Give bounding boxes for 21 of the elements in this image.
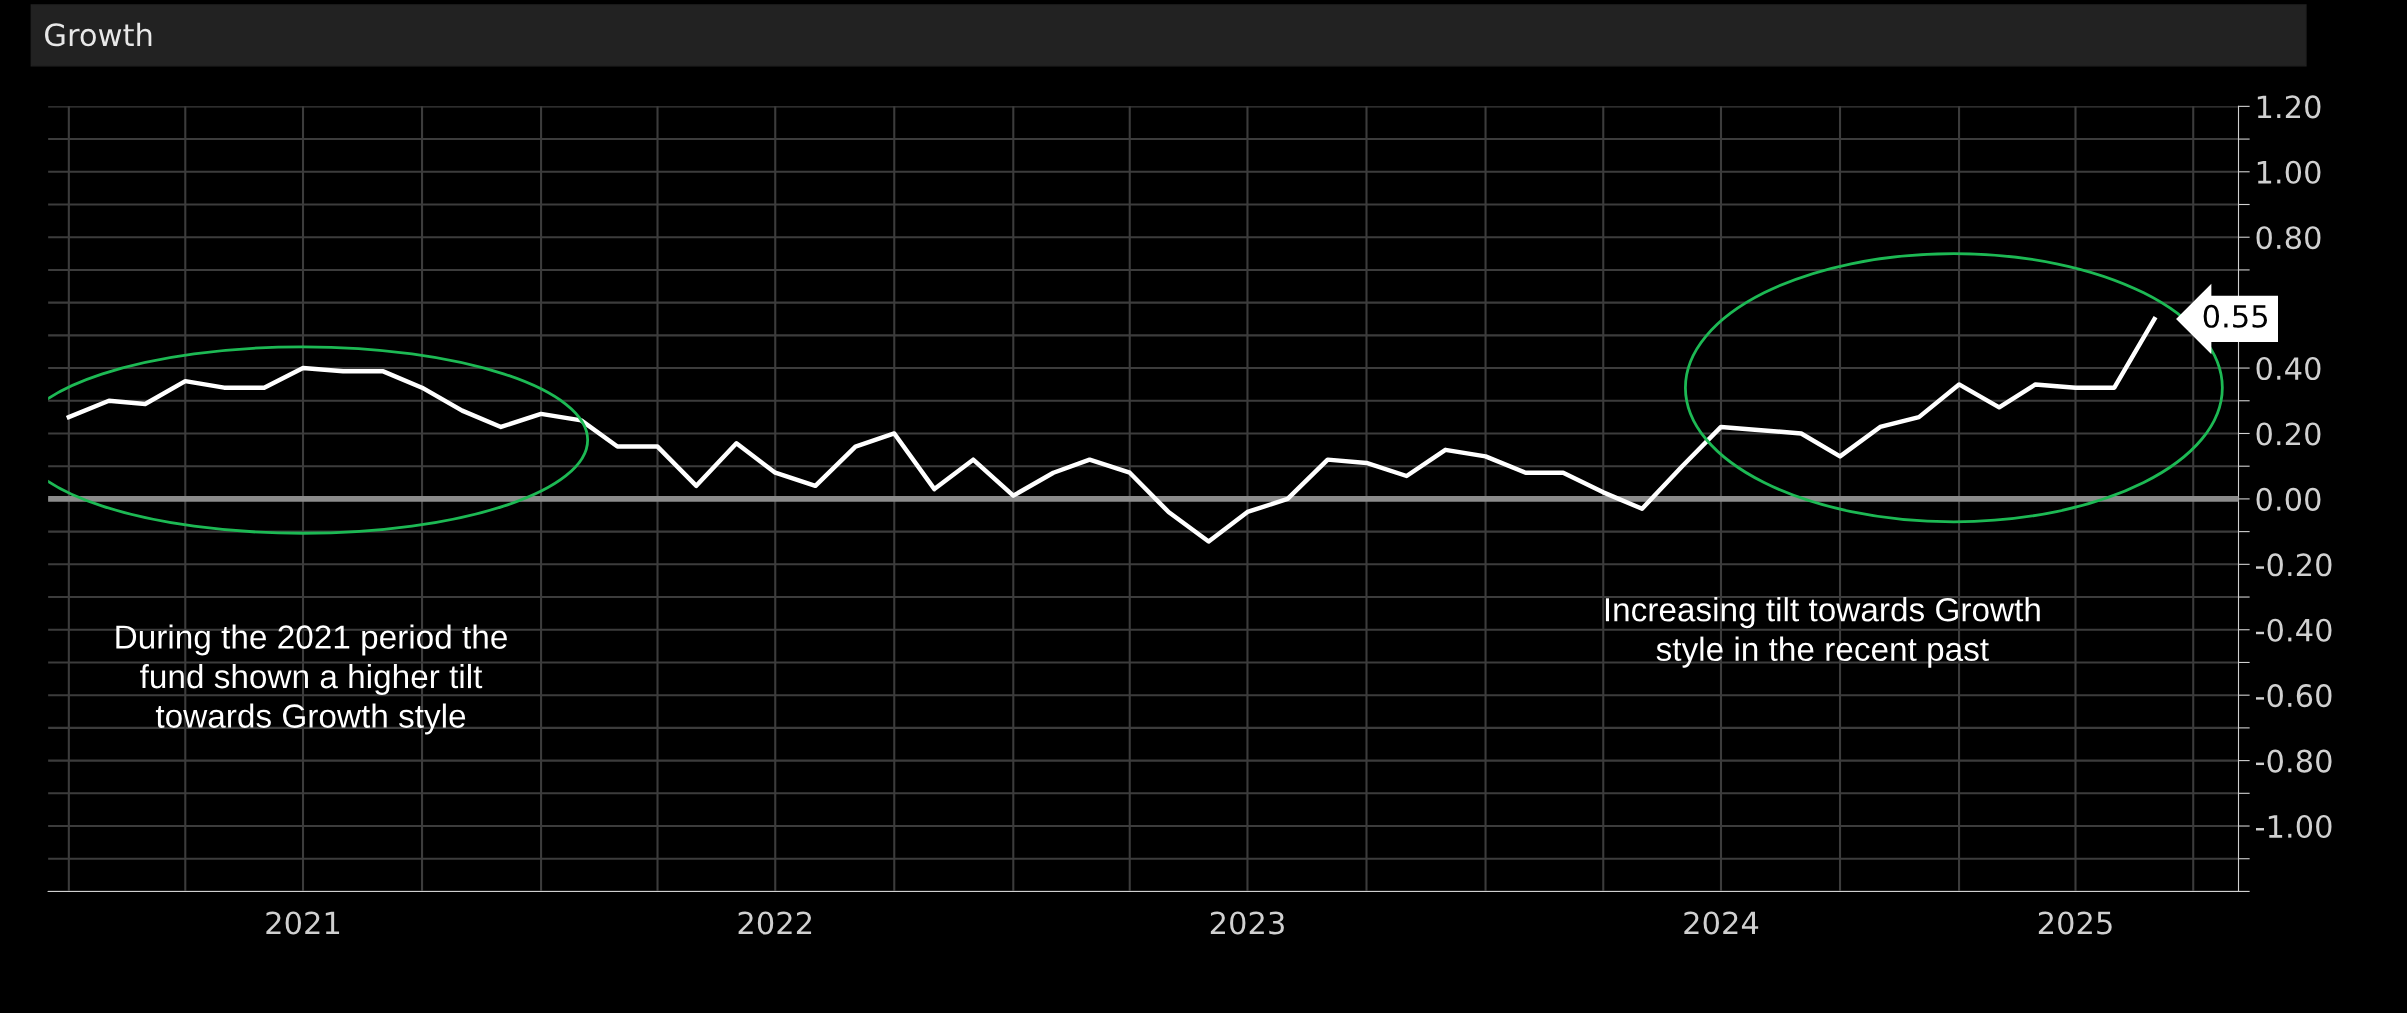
annotation: Increasing tilt towards Growth style in the recent past: [1605, 597, 2040, 668]
y-tick-label: 1.20: [2257, 95, 2321, 119]
y-tick-label: 0.20: [2256, 422, 2321, 446]
annotation: During the 2021 period the fund shown a higher tilt towards Growth style: [116, 624, 507, 735]
y-tick-label: 0.00: [2256, 487, 2321, 511]
y-tick-label: -0.60: [2255, 684, 2332, 708]
y-tick-label: 0.40: [2256, 356, 2321, 381]
x-tick-label: 2021: [266, 911, 340, 935]
x-tick-label: 2023: [1210, 911, 1284, 935]
x-tick-label: 2025: [2038, 911, 2112, 935]
y-tick-label: -0.20: [2255, 553, 2332, 577]
y-tick-label: 0.80: [2256, 226, 2321, 250]
line-series: [66, 316, 2157, 544]
x-tick-label: 2022: [738, 911, 812, 935]
y-tick-label: 1.00: [2257, 160, 2321, 184]
x-tick-label: 2024: [1684, 911, 1759, 935]
y-tick-label: -1.00: [2255, 814, 2332, 839]
data-label: 0.55: [2203, 304, 2267, 328]
chart-title: Growth: [45, 22, 152, 47]
y-tick-label: -0.80: [2255, 749, 2332, 773]
y-tick-label: -0.40: [2255, 618, 2332, 642]
